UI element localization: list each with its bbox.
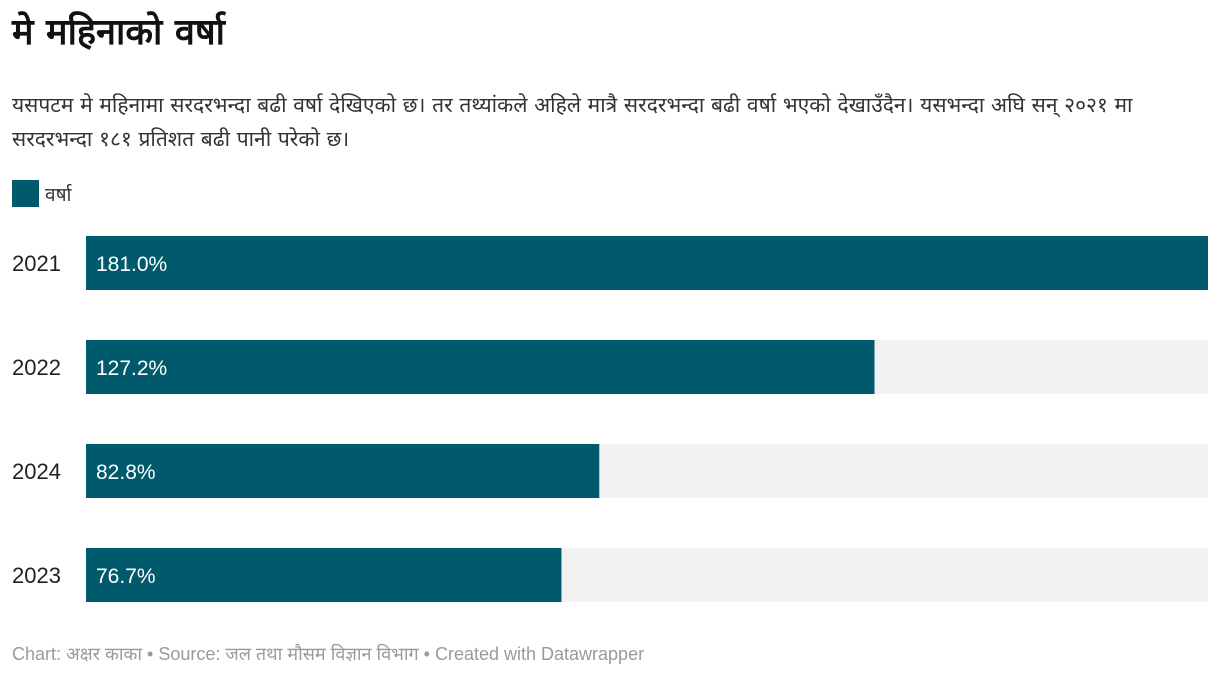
legend: वर्षा: [12, 180, 71, 207]
legend-swatch: [12, 180, 39, 207]
category-label: 2023: [12, 563, 61, 588]
data-label: 127.2%: [96, 357, 167, 380]
category-label: 2022: [12, 355, 61, 380]
bar: [86, 236, 1208, 290]
chart-footer: Chart: अक्षर काका • Source: जल तथा मौसम …: [12, 644, 645, 664]
bar: [86, 444, 600, 498]
data-label: 181.0%: [96, 253, 167, 276]
legend-label: वर्षा: [45, 183, 72, 206]
data-label: 82.8%: [96, 461, 156, 484]
chart-title: मे महिनाको वर्षा: [12, 12, 225, 53]
category-label: 2024: [12, 459, 61, 484]
bar-chart: 2021 181.0% 2022 127.2% 2024 82.8% 2023 76.7%: [12, 236, 1208, 602]
category-label: 2021: [12, 251, 61, 276]
data-label: 76.7%: [96, 565, 156, 588]
chart-description: यसपटम मे महिनामा सरदरभन्दा बढी वर्षा देख…: [12, 93, 1133, 151]
bar: [86, 340, 875, 394]
bar: [86, 548, 562, 602]
